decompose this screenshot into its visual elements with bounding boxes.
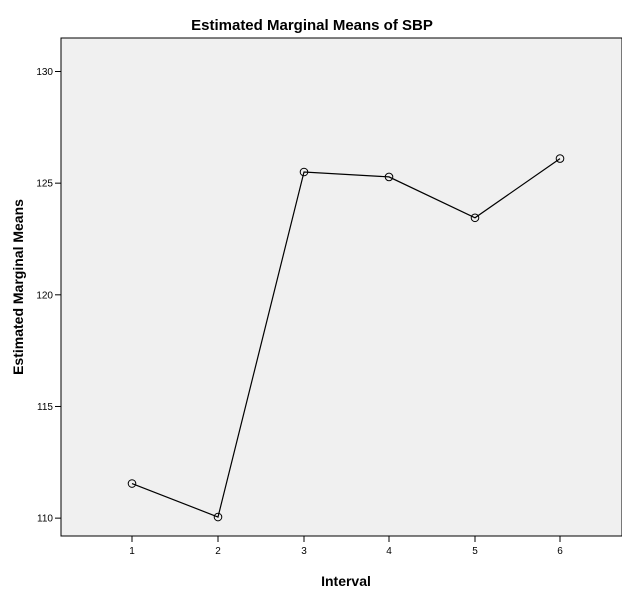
- x-tick-label: 1: [129, 546, 135, 557]
- data-point: [299, 167, 309, 177]
- x-tick-label: 5: [472, 546, 478, 557]
- x-axis: 1 2 3 4 5 6: [129, 536, 563, 557]
- x-axis-label: Interval: [321, 573, 371, 589]
- data-point: [213, 512, 223, 522]
- series-line: [131, 158, 561, 518]
- plot-area: [60, 37, 622, 537]
- y-tick-label: 125: [36, 179, 53, 190]
- series-layer: [127, 154, 565, 522]
- data-point: [470, 213, 480, 223]
- chart-title: Estimated Marginal Means of SBP: [191, 17, 433, 34]
- x-tick-label: 4: [386, 546, 392, 557]
- data-point: [384, 172, 394, 182]
- y-tick-label: 115: [37, 402, 53, 413]
- y-tick-label: 120: [36, 290, 53, 301]
- y-axis-label: Estimated Marginal Means: [10, 199, 26, 375]
- y-tick-label: 130: [36, 67, 53, 78]
- data-point: [555, 154, 565, 163]
- data-point: [127, 479, 137, 488]
- x-tick-label: 2: [215, 546, 221, 557]
- x-tick-label: 3: [301, 546, 307, 557]
- y-tick-label: 110: [37, 514, 53, 525]
- y-axis: 110 115 120 125 130: [36, 67, 61, 525]
- x-tick-label: 6: [557, 546, 563, 557]
